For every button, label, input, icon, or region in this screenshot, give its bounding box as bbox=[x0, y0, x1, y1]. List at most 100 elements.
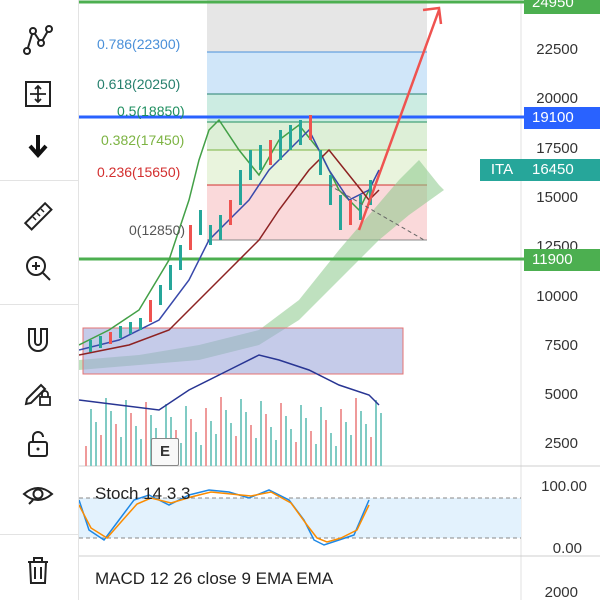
price-axis-label: 5000 bbox=[544, 386, 578, 403]
volume-bar bbox=[345, 422, 347, 466]
candle bbox=[89, 340, 92, 352]
volume-bar bbox=[355, 398, 357, 466]
volume-bar bbox=[285, 416, 287, 466]
volume-bar bbox=[375, 400, 377, 466]
volume-bar bbox=[350, 435, 352, 466]
unlock-icon[interactable] bbox=[14, 424, 62, 464]
price-axis-label: 17500 bbox=[536, 140, 578, 157]
pattern-tool-icon[interactable] bbox=[14, 20, 62, 60]
earnings-event-badge[interactable]: E bbox=[151, 438, 179, 466]
volume-bar bbox=[265, 414, 267, 466]
candle bbox=[299, 120, 302, 145]
projection-arrowhead bbox=[422, 6, 443, 25]
magnet-icon[interactable] bbox=[14, 320, 62, 360]
volume-bar bbox=[90, 409, 92, 466]
macd-axis-label: 2000 bbox=[544, 584, 578, 601]
volume-bar bbox=[250, 425, 252, 466]
volume-bar bbox=[145, 402, 147, 466]
volume-bar bbox=[130, 413, 132, 466]
measure-box-icon[interactable] bbox=[14, 74, 62, 114]
volume-bar bbox=[85, 446, 87, 466]
candle bbox=[129, 322, 132, 334]
volume-bar bbox=[370, 437, 372, 466]
volume-bar bbox=[180, 443, 182, 466]
price-tag-11900: 11900 bbox=[524, 249, 600, 271]
candle bbox=[269, 140, 272, 165]
zoom-in-icon[interactable] bbox=[14, 248, 62, 288]
candle bbox=[169, 265, 172, 290]
volume-bar bbox=[300, 405, 302, 466]
volume-bar bbox=[230, 423, 232, 466]
volume-bar bbox=[220, 397, 222, 466]
volume-bar bbox=[255, 438, 257, 466]
volume-bar bbox=[330, 433, 332, 466]
volume-bar bbox=[120, 437, 122, 466]
arrow-down-icon[interactable] bbox=[14, 126, 62, 166]
candle bbox=[199, 210, 202, 235]
volume-bar bbox=[95, 422, 97, 466]
fib-zone-0786 bbox=[207, 52, 427, 94]
macd-pane-label: MACD 12 26 close 9 EMA EMA bbox=[95, 569, 334, 588]
volume-bar bbox=[320, 407, 322, 466]
eye-icon[interactable] bbox=[14, 474, 62, 514]
ruler-icon[interactable] bbox=[14, 196, 62, 236]
volume-ma-line bbox=[79, 354, 380, 411]
trash-icon[interactable] bbox=[14, 550, 62, 590]
candle bbox=[369, 180, 372, 205]
toolbar-divider bbox=[0, 304, 78, 305]
fib-level-0382: 0.382(17450) bbox=[101, 132, 185, 148]
toolbar-divider bbox=[0, 534, 78, 535]
candle bbox=[119, 326, 122, 338]
volume-bar bbox=[325, 420, 327, 466]
volume-bar bbox=[125, 400, 127, 466]
volume-bar bbox=[200, 445, 202, 466]
candle bbox=[179, 245, 182, 270]
price-axis-label: 10000 bbox=[536, 288, 578, 305]
highlight-box bbox=[82, 327, 404, 375]
volume-bar bbox=[215, 434, 217, 466]
candle bbox=[249, 150, 252, 180]
volume-bar bbox=[290, 429, 292, 466]
candle bbox=[259, 145, 262, 170]
volume-bar bbox=[275, 440, 277, 466]
volume-bar bbox=[205, 408, 207, 466]
volume-bar bbox=[305, 418, 307, 466]
candle bbox=[99, 336, 102, 348]
volume-bar bbox=[100, 435, 102, 466]
volume-bar bbox=[280, 403, 282, 466]
candle bbox=[229, 200, 232, 225]
fib-level-0236: 0.236(15650) bbox=[97, 164, 181, 180]
volume-bar bbox=[270, 427, 272, 466]
candle bbox=[139, 318, 142, 330]
price-axis-label: 20000 bbox=[536, 90, 578, 107]
volume-bar bbox=[245, 412, 247, 466]
volume-bar bbox=[360, 411, 362, 466]
pencil-lock-icon[interactable] bbox=[14, 372, 62, 412]
volume-bar bbox=[225, 410, 227, 466]
volume-bar bbox=[380, 413, 382, 466]
candle bbox=[359, 195, 362, 220]
price-axis-label: 7500 bbox=[544, 337, 578, 354]
stoch-axis-0: 0.00 bbox=[552, 540, 582, 557]
candle bbox=[209, 225, 212, 245]
stoch-axis-100: 100.00 bbox=[541, 478, 587, 495]
volume-bar bbox=[110, 411, 112, 466]
volume-bar bbox=[190, 419, 192, 466]
candle bbox=[339, 195, 342, 230]
stoch-pane-label: Stoch 14 3 3 bbox=[95, 484, 191, 503]
price-chart[interactable] bbox=[79, 0, 600, 600]
chart-area[interactable]: 0.786(22300) 0.618(20250) 0.5(18850) 0.3… bbox=[79, 0, 600, 601]
candle bbox=[289, 125, 292, 150]
last-price-tag: 16450 bbox=[524, 159, 600, 181]
volume-bar bbox=[335, 446, 337, 466]
ichimoku-cloud bbox=[79, 160, 444, 370]
fib-level-0: 0(12850) bbox=[129, 222, 186, 238]
ema-line-red bbox=[79, 148, 380, 356]
candle bbox=[189, 225, 192, 250]
volume-bar bbox=[105, 398, 107, 466]
candle bbox=[279, 130, 282, 160]
price-axis-label: 15000 bbox=[536, 189, 578, 206]
stoch-d-line bbox=[79, 491, 370, 543]
fib-level-05: 0.5(18850) bbox=[117, 103, 185, 119]
volume-bar bbox=[295, 442, 297, 466]
